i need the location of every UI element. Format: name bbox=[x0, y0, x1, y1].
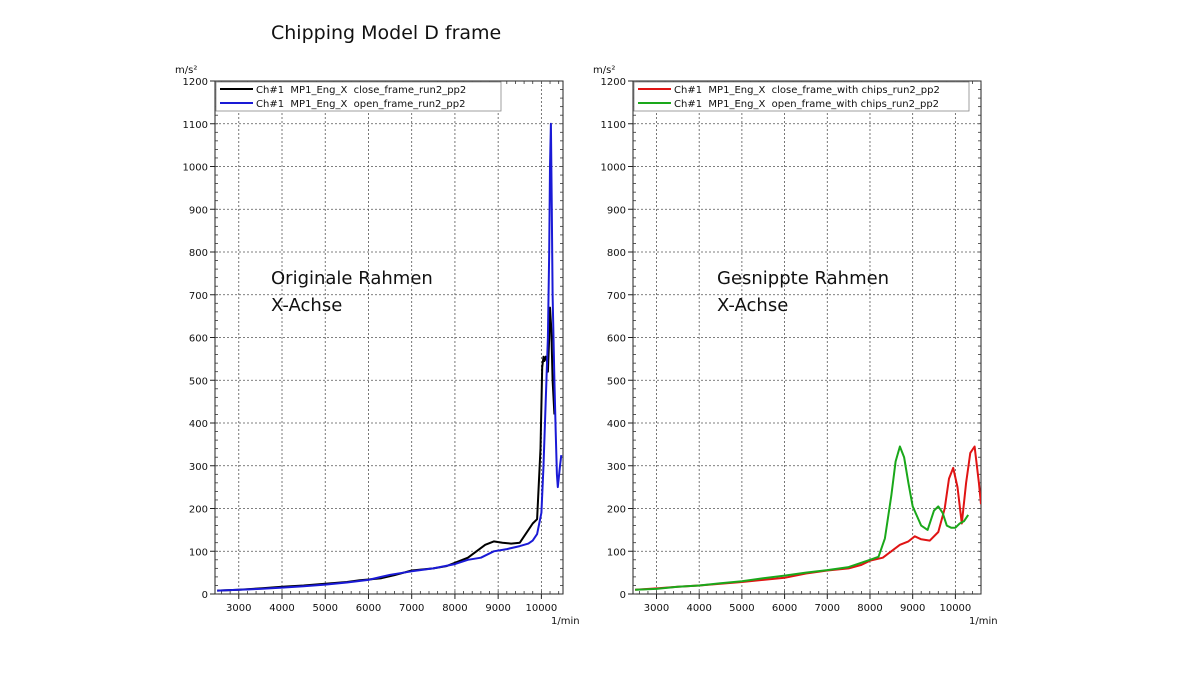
legend: Ch#1 MP1_Eng_X close_frame_run2_pp2 Ch#1 … bbox=[215, 81, 502, 112]
y-tick-label: 100 bbox=[189, 547, 208, 558]
y-tick-label: 700 bbox=[607, 291, 626, 302]
y-tick-label: 1000 bbox=[183, 163, 208, 174]
y-tick-label: 600 bbox=[189, 334, 208, 345]
y-tick-label: 600 bbox=[607, 334, 626, 345]
x-tick-label: 9000 bbox=[900, 603, 925, 614]
y-tick-label: 1100 bbox=[183, 120, 208, 131]
series-line-2 bbox=[217, 122, 563, 592]
y-tick-label: 700 bbox=[189, 291, 208, 302]
x-tick-label: 8000 bbox=[857, 603, 882, 614]
x-tick-label: 7000 bbox=[815, 603, 840, 614]
y-tick-label: 400 bbox=[189, 419, 208, 430]
y-axis-label: m/s² bbox=[175, 65, 197, 76]
x-tick-label: 8000 bbox=[442, 603, 467, 614]
y-tick-label: 300 bbox=[189, 462, 208, 473]
legend-box bbox=[215, 81, 502, 112]
x-tick-label: 3000 bbox=[644, 603, 669, 614]
y-tick-label: 0 bbox=[620, 590, 626, 601]
y-tick-label: 500 bbox=[189, 376, 208, 387]
y-tick-label: 1200 bbox=[183, 77, 208, 88]
y-tick-label: 100 bbox=[607, 547, 626, 558]
y-tick-label: 500 bbox=[607, 376, 626, 387]
y-tick-label: 400 bbox=[607, 419, 626, 430]
y-tick-label: 1000 bbox=[601, 163, 626, 174]
x-tick-label: 4000 bbox=[269, 603, 294, 614]
x-tick-label: 5000 bbox=[729, 603, 754, 614]
y-tick-label: 200 bbox=[607, 505, 626, 516]
x-tick-label: 3000 bbox=[226, 603, 251, 614]
x-tick-label: 4000 bbox=[686, 603, 711, 614]
chart-1: 0 100 200 300 400 500 600 700 800 900 1000 1100 1200… bbox=[175, 65, 580, 627]
x-tick-label: 7000 bbox=[399, 603, 424, 614]
legend-entry: Ch#1 MP1_Eng_X close_frame_with chips_ru… bbox=[674, 85, 940, 96]
y-tick-label: 800 bbox=[607, 248, 626, 259]
y-tick-label: 1200 bbox=[601, 77, 626, 88]
y-tick-label: 200 bbox=[189, 505, 208, 516]
y-tick-label: 0 bbox=[202, 590, 208, 601]
y-tick-label: 900 bbox=[189, 205, 208, 216]
legend-entry: Ch#1 MP1_Eng_X open_frame_with chips_run… bbox=[674, 99, 939, 110]
x-tick-label: 10000 bbox=[525, 603, 557, 614]
y-tick-label: 1100 bbox=[601, 120, 626, 131]
y-tick-label: 300 bbox=[607, 462, 626, 473]
y-axis-label: m/s² bbox=[593, 65, 615, 76]
y-tick-label: 800 bbox=[189, 248, 208, 259]
x-tick-label: 5000 bbox=[313, 603, 338, 614]
x-axis-label: 1/min bbox=[551, 616, 580, 627]
slide-title: Chipping Model D frame bbox=[271, 22, 502, 44]
x-tick-label: 6000 bbox=[356, 603, 381, 614]
legend-entry: Ch#1 MP1_Eng_X close_frame_run2_pp2 bbox=[256, 85, 466, 96]
x-tick-label: 6000 bbox=[772, 603, 797, 614]
x-tick-label: 10000 bbox=[939, 603, 971, 614]
x-tick-label: 9000 bbox=[485, 603, 510, 614]
legend: Ch#1 MP1_Eng_X close_frame_with chips_ru… bbox=[633, 81, 970, 112]
chart-2: 0 100 200 300 400 500 600 700 800 900 1000 1100 1200… bbox=[593, 65, 998, 627]
legend-entry: Ch#1 MP1_Eng_X open_frame_run2_pp2 bbox=[256, 99, 465, 110]
series-line-2 bbox=[635, 445, 970, 591]
y-tick-label: 900 bbox=[607, 205, 626, 216]
x-axis-label: 1/min bbox=[969, 616, 998, 627]
legend-box bbox=[633, 81, 970, 112]
